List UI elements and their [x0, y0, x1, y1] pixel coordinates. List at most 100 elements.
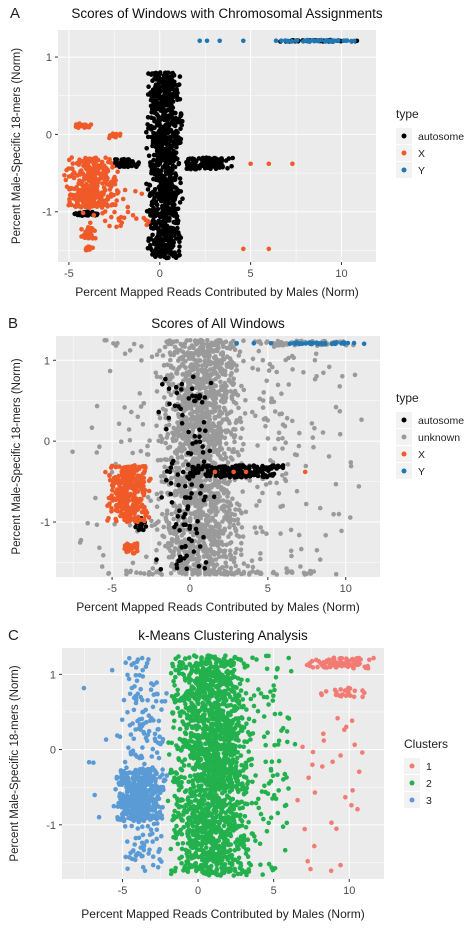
- data-point-unknown: [196, 363, 201, 368]
- data-point-Y: [312, 39, 317, 44]
- data-point-unknown: [221, 372, 226, 377]
- data-point-X: [67, 197, 72, 202]
- data-point-autosome: [173, 165, 178, 170]
- data-point-X: [92, 162, 97, 167]
- data-point-unknown: [100, 564, 105, 569]
- data-point-unknown: [176, 396, 181, 401]
- data-point-unknown: [318, 506, 323, 511]
- data-point-unknown: [190, 426, 195, 431]
- data-point-1: [322, 738, 327, 743]
- data-point-autosome: [156, 207, 161, 212]
- data-point-X: [134, 508, 139, 513]
- data-point-unknown: [250, 366, 255, 371]
- data-point-unknown: [222, 357, 227, 362]
- data-point-unknown: [167, 528, 172, 533]
- data-point-1: [340, 661, 345, 666]
- data-point-Y: [295, 340, 300, 345]
- data-point-X: [103, 470, 108, 475]
- data-point-unknown: [210, 461, 215, 466]
- data-point-unknown: [202, 435, 207, 440]
- data-point-unknown: [200, 454, 205, 459]
- data-point-unknown: [251, 357, 256, 362]
- data-point-unknown: [173, 408, 178, 413]
- x-tick-label: -5: [107, 583, 117, 595]
- data-point-unknown: [241, 534, 246, 539]
- data-point-unknown: [228, 552, 233, 557]
- data-point-unknown: [234, 564, 239, 569]
- data-point-unknown: [202, 375, 207, 380]
- data-point-X: [87, 157, 92, 162]
- data-point-autosome: [173, 230, 178, 235]
- data-point-unknown: [229, 341, 234, 346]
- data-point-autosome: [149, 226, 154, 231]
- data-point-unknown: [145, 444, 150, 449]
- data-point-unknown: [240, 448, 245, 453]
- data-point-unknown: [209, 491, 214, 496]
- data-point-autosome: [169, 465, 174, 470]
- data-point-unknown: [297, 431, 302, 436]
- data-point-unknown: [321, 430, 326, 435]
- data-point-Y: [362, 342, 367, 347]
- data-point-X: [83, 230, 88, 235]
- data-point-unknown: [337, 384, 342, 389]
- data-point-autosome: [180, 545, 185, 550]
- data-point-autosome: [151, 238, 156, 243]
- data-point-X: [77, 193, 82, 198]
- data-point-autosome: [161, 239, 166, 244]
- data-point-unknown: [85, 521, 90, 526]
- data-point-X: [248, 162, 253, 167]
- data-point-autosome: [186, 430, 191, 435]
- data-point-unknown: [221, 343, 226, 348]
- data-point-autosome: [144, 130, 149, 135]
- data-point-autosome: [193, 434, 198, 439]
- data-point-X: [133, 476, 138, 481]
- legend-entry-label: autosome: [418, 131, 464, 143]
- data-point-autosome: [167, 402, 172, 407]
- data-point-1: [338, 753, 343, 758]
- data-point-unknown: [95, 404, 100, 409]
- data-point-autosome: [155, 85, 160, 90]
- data-point-unknown: [155, 527, 160, 532]
- data-point-unknown: [246, 564, 251, 569]
- data-point-autosome: [171, 185, 176, 190]
- data-point-unknown: [107, 571, 112, 576]
- data-point-unknown: [168, 350, 173, 355]
- data-point-unknown: [327, 365, 332, 370]
- data-point-unknown: [165, 512, 170, 517]
- data-point-autosome: [179, 112, 184, 117]
- data-point-unknown: [203, 502, 208, 507]
- data-point-X: [79, 227, 84, 232]
- data-point-unknown: [216, 452, 221, 457]
- data-point-autosome: [189, 163, 194, 168]
- data-point-autosome: [151, 201, 156, 206]
- data-point-unknown: [200, 339, 205, 344]
- data-point-autosome: [151, 209, 156, 214]
- data-point-X: [143, 513, 148, 518]
- data-point-X: [83, 198, 88, 203]
- data-point-unknown: [176, 434, 181, 439]
- data-point-X: [83, 156, 88, 161]
- data-point-unknown: [174, 540, 179, 545]
- data-point-autosome: [159, 148, 164, 153]
- y-tick-label: 0: [46, 129, 52, 141]
- data-point-unknown: [169, 512, 174, 517]
- data-point-autosome: [133, 525, 138, 530]
- data-point-1: [315, 665, 320, 670]
- data-point-autosome: [167, 143, 172, 148]
- data-point-unknown: [166, 446, 171, 451]
- data-point-2: [249, 697, 254, 702]
- data-point-unknown: [212, 538, 217, 543]
- data-point-unknown: [187, 372, 192, 377]
- data-point-unknown: [236, 521, 241, 526]
- data-point-autosome: [165, 103, 170, 108]
- data-point-unknown: [229, 409, 234, 414]
- data-point-unknown: [219, 488, 224, 493]
- data-point-unknown: [225, 364, 230, 369]
- data-point-unknown: [158, 416, 163, 421]
- data-point-unknown: [208, 535, 213, 540]
- data-point-X: [123, 188, 128, 193]
- y-tick-label: 1: [44, 355, 50, 367]
- data-point-X: [134, 216, 139, 221]
- data-point-unknown: [151, 566, 156, 571]
